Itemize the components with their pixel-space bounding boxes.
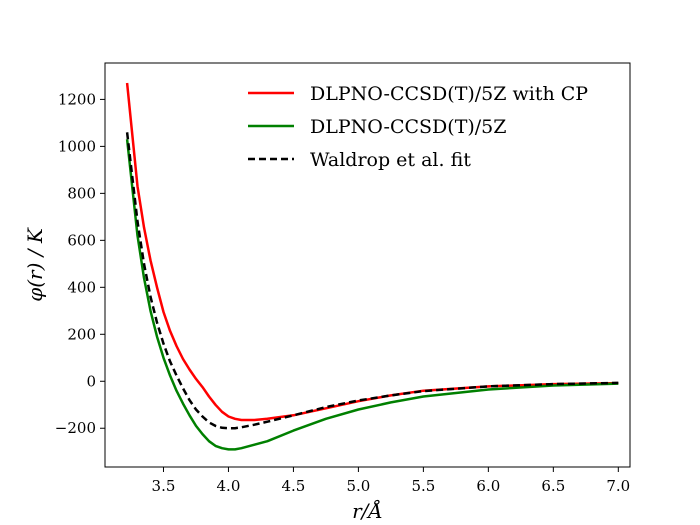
series-layer [125,82,619,451]
x-tick-label: 4.0 [217,477,241,495]
legend-label-1: DLPNO-CCSD(T)/5Z with CP [310,83,588,105]
y-tick-label: 400 [67,278,96,296]
x-tick-label: 6.0 [476,477,500,495]
x-tick-label: 7.0 [606,477,630,495]
legend: DLPNO-CCSD(T)/5Z with CP DLPNO-CCSD(T)/5Z… [248,83,588,171]
x-tick-label: 6.5 [541,477,565,495]
y-tick-label: 1200 [58,90,96,108]
legend-label-3: Waldrop et al. fit [310,149,471,171]
series-line-2 [125,139,619,451]
y-tick-label: 200 [67,325,96,343]
x-tick-label: 4.5 [281,477,305,495]
x-axis-title: r/Å [352,498,383,523]
x-tick-label: 5.5 [411,477,435,495]
y-tick-label: 600 [67,231,96,249]
x-tick-label: 3.5 [152,477,176,495]
y-tick-label: 800 [67,184,96,202]
x-tick-label: 5.0 [346,477,370,495]
y-tick-label: −200 [55,419,96,437]
y-tick-label: 1000 [58,137,96,155]
legend-label-2: DLPNO-CCSD(T)/5Z [310,116,506,138]
y-tick-label: 0 [86,372,96,390]
y-axis-ticks: −200 0 200 400 600 800 1000 1200 [55,90,105,437]
y-axis-title: φ(r) / K [23,227,47,302]
x-axis-ticks: 3.5 4.0 4.5 5.0 5.5 6.0 6.5 7.0 [152,467,630,495]
series-line-3 [125,132,619,430]
plot-frame [104,62,631,468]
